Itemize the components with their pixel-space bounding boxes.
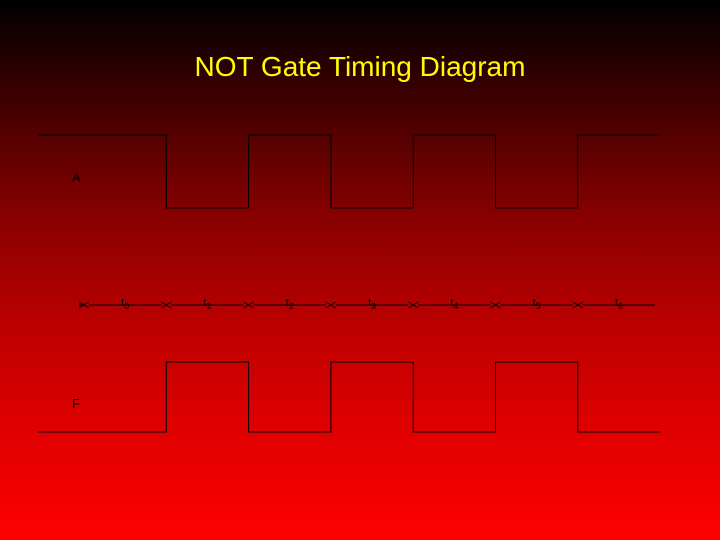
time-tick-4: t4 xyxy=(450,297,458,311)
time-tick-0: t0 xyxy=(121,297,129,311)
time-tick-6: t6 xyxy=(615,297,623,311)
time-tick-3: t3 xyxy=(368,297,376,311)
signal-label-f: F xyxy=(72,396,80,411)
waveform-f xyxy=(38,362,660,432)
time-tick-2: t2 xyxy=(286,297,294,311)
slide: NOT Gate Timing Diagram AFt0t1t2t3t4t5t6 xyxy=(0,0,720,540)
time-tick-1: t1 xyxy=(203,297,211,311)
signal-label-a: A xyxy=(72,170,81,185)
timing-diagram-canvas xyxy=(0,0,720,540)
waveform-a xyxy=(38,135,660,208)
time-tick-5: t5 xyxy=(533,297,541,311)
